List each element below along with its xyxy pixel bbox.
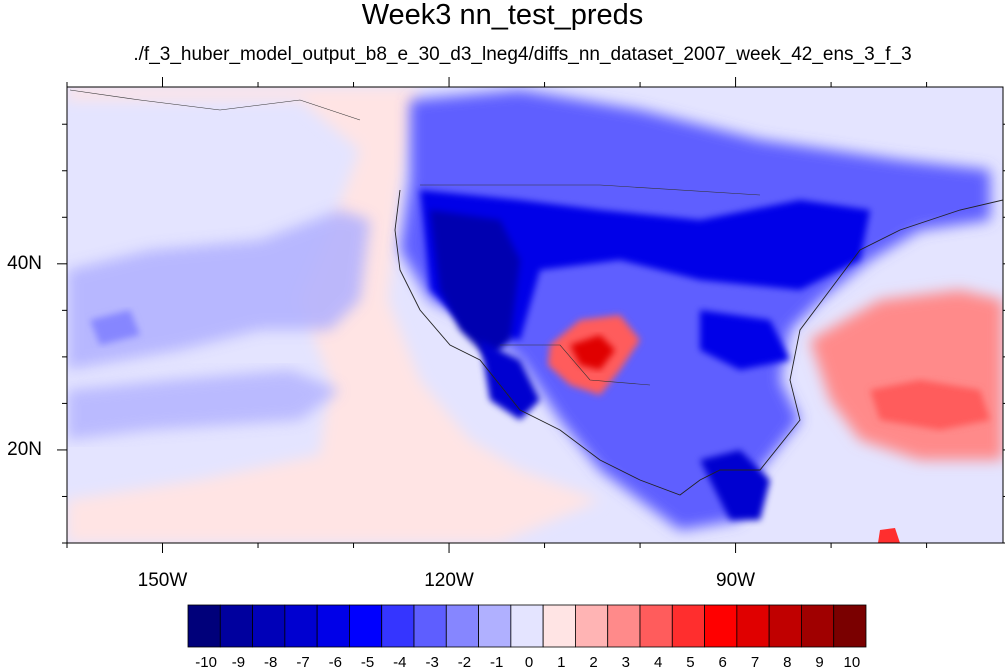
anomaly-field (67, 87, 1003, 543)
map-frame (66, 86, 1004, 544)
border-line-south (500, 344, 651, 386)
colorbar-box (736, 604, 770, 648)
plot-title: Week3 nn_test_preds (361, 0, 644, 31)
colorbar-label: 1 (557, 654, 566, 671)
colorbar-box (413, 604, 447, 648)
colorbar-box (478, 604, 512, 648)
colorbar-box (187, 604, 221, 648)
colorbar-box (607, 604, 641, 648)
colorbar-label: 9 (815, 654, 824, 671)
colorbar-label: -2 (457, 654, 472, 671)
colorbar-label: -5 (360, 654, 375, 671)
colorbar-label: -9 (231, 654, 246, 671)
border-line (420, 184, 761, 196)
pacific-cool-band-south (67, 370, 340, 440)
colorbar-label: 8 (783, 654, 792, 671)
lon-label: 150W (137, 570, 188, 591)
lon-label: 120W (424, 570, 474, 591)
colorbar-label: -8 (264, 654, 278, 671)
colorbar-box (252, 604, 286, 648)
colorbar-box (768, 604, 802, 648)
land-strong-cool-north (420, 190, 870, 340)
colorbar-label: -7 (296, 654, 310, 671)
colorbar-label: 4 (653, 654, 663, 671)
colorbar-label: -6 (328, 654, 342, 671)
colorbar-box (510, 604, 544, 648)
colorbar-box (349, 604, 383, 648)
atlantic-warm-core (870, 380, 990, 430)
colorbar (187, 604, 867, 648)
colorbar-box (575, 604, 609, 648)
axis-ticks (57, 77, 1005, 553)
colorbar-label: 2 (589, 654, 598, 671)
lon-label: 90W (716, 570, 756, 591)
colorbar-label: 3 (621, 654, 631, 671)
colorbar-label: 10 (843, 654, 861, 671)
pacific-cool-spot (90, 310, 140, 345)
colorbar-label: 6 (718, 654, 727, 671)
plot-subtitle: ./f_3_huber_model_output_b8_e_30_d3_lneg… (133, 44, 912, 65)
lat-label: 20N (7, 438, 42, 460)
colorbar-label: -3 (425, 654, 439, 671)
colorbar-label: -4 (393, 654, 407, 671)
colorbar-label: 0 (524, 654, 534, 671)
land-strong-cool-west (430, 210, 520, 360)
colorbar-box (284, 604, 318, 648)
gulf-cool (700, 450, 770, 520)
texas-warm-core (570, 335, 615, 370)
southeast-cool (700, 310, 790, 370)
colorbar-label: -10 (195, 654, 217, 671)
colorbar-label: 7 (750, 654, 760, 671)
colorbar-box (316, 604, 350, 648)
colorbar-box (445, 604, 479, 648)
alaska-coast (69, 89, 361, 121)
caribbean-warm-spot (878, 528, 900, 543)
map-panel (57, 77, 1005, 553)
colorbar-label: -1 (490, 654, 504, 671)
colorbar-box (671, 604, 705, 648)
baja-cool (480, 340, 540, 420)
colorbar-box (219, 604, 253, 648)
colorbar-box (381, 604, 415, 648)
land-cool-anomaly (400, 90, 990, 530)
colorbar-box (542, 604, 576, 648)
colorbar-box (801, 604, 835, 648)
lat-label: 40N (7, 252, 42, 274)
colorbar-box (704, 604, 738, 648)
colorbar-label: 5 (686, 654, 695, 671)
pacific-cool-tongue (67, 210, 370, 370)
colorbar-box (833, 604, 867, 648)
colorbar-box (639, 604, 673, 648)
coastline (394, 189, 1003, 496)
